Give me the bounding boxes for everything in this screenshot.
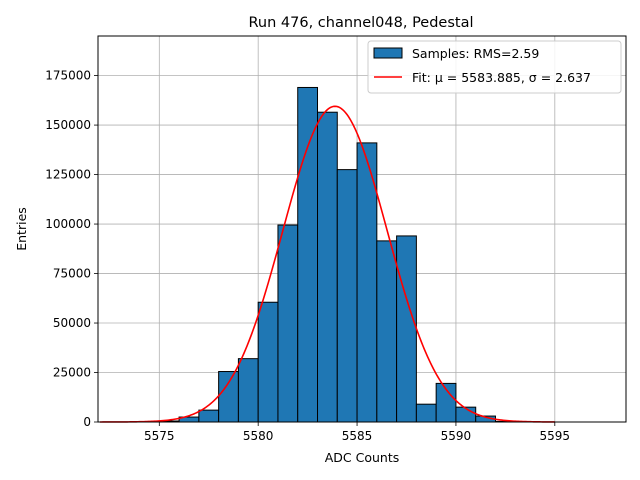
histogram-bar	[277, 224, 299, 423]
legend-frame	[367, 40, 622, 94]
legend-fit-label: Fit: μ = 5583.885, σ = 2.637	[412, 70, 591, 85]
y-axis-label: Entries	[14, 207, 29, 251]
histogram-bar	[218, 371, 239, 423]
histogram-bar	[257, 301, 279, 423]
histogram-bar	[415, 403, 437, 423]
y-tick-label: 50000	[53, 316, 91, 330]
chart-title: Run 476, channel048, Pedestal	[248, 15, 473, 31]
histogram-bar	[297, 86, 319, 423]
x-axis-label: ADC Counts	[325, 450, 400, 465]
x-tick-label: 5585	[342, 429, 373, 443]
x-tick-label: 5580	[243, 429, 274, 443]
histogram-bar	[396, 235, 417, 423]
y-tick-label: 100000	[45, 217, 91, 231]
x-tick-label: 5590	[441, 429, 472, 443]
histogram-bar	[198, 409, 220, 423]
y-tick-label: 125000	[45, 168, 91, 182]
histogram-bar	[455, 406, 477, 423]
x-axis-ticks: 5575 5580 5585 5590 5595	[144, 422, 570, 443]
y-tick-label: 25000	[53, 366, 91, 380]
histogram-bar	[336, 169, 358, 423]
y-tick-label: 175000	[45, 69, 91, 83]
histogram-bar	[237, 358, 259, 423]
fit-curve	[99, 105, 555, 423]
legend-samples-swatch	[373, 47, 403, 59]
y-tick-label: 75000	[53, 267, 91, 281]
y-tick-label: 150000	[45, 118, 91, 132]
histogram-bar	[376, 240, 398, 423]
plot-frame	[97, 35, 627, 423]
y-axis-ticks: 0 25000 50000 75000 100000 125000 150000 175000	[45, 69, 98, 429]
legend: Samples: RMS=2.59 Fit: μ = 5583.885, σ =…	[367, 40, 622, 94]
histogram-bar	[317, 111, 338, 423]
legend-samples-label: Samples: RMS=2.59	[412, 46, 539, 61]
histogram-bars	[158, 86, 516, 423]
y-tick-label: 0	[83, 415, 91, 429]
x-tick-label: 5595	[540, 429, 571, 443]
x-tick-label: 5575	[144, 429, 175, 443]
